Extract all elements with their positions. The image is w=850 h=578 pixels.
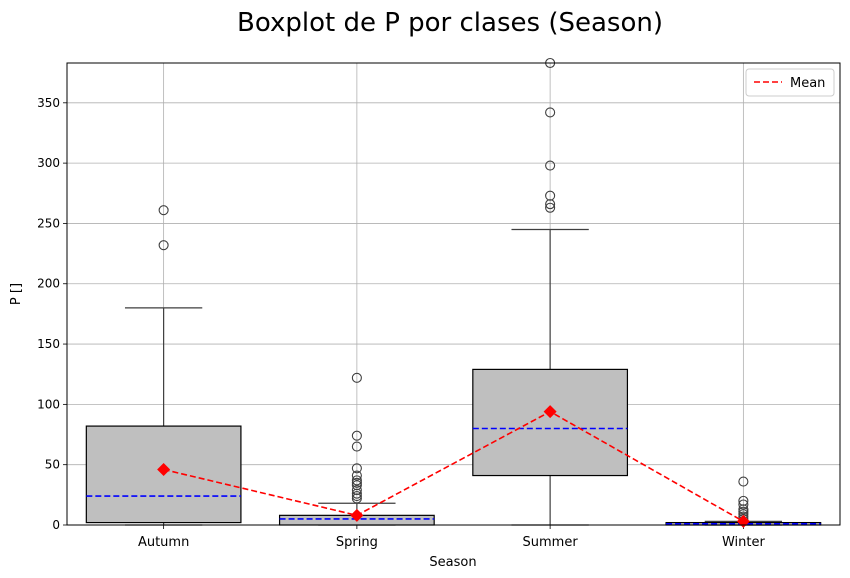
box-summer (472, 368, 629, 477)
x-tick-label: Winter (722, 535, 766, 550)
axes-frame (66, 62, 841, 526)
outlier-point (351, 490, 362, 502)
outlier-point (351, 470, 362, 481)
y-tick-label: 50 (45, 458, 60, 472)
mean-line (163, 410, 744, 523)
x-tick-label: Autumn (138, 535, 189, 550)
outlier-point (351, 463, 362, 474)
outlier-point (351, 441, 362, 452)
mean-marker (543, 405, 557, 419)
legend-mean-label: Mean (790, 76, 825, 91)
y-tick-label: 250 (37, 216, 60, 230)
y-tick-label: 350 (37, 96, 60, 110)
legend-box (745, 68, 835, 97)
x-tick-label: Summer (523, 535, 579, 550)
chart-title: Boxplot de P por clases (Season) (237, 8, 663, 38)
outlier-point (738, 476, 749, 487)
outlier-point (158, 240, 169, 251)
outlier-point (351, 475, 362, 486)
outlier-point (351, 484, 362, 496)
outlier-point (351, 477, 362, 488)
outlier-point (351, 372, 362, 383)
outlier-point (158, 205, 169, 216)
outlier-point (351, 488, 362, 499)
outlier-point (351, 430, 362, 441)
x-axis-label: Season (429, 555, 476, 570)
mean-marker (157, 463, 171, 477)
outlier-point (545, 107, 556, 118)
y-tick-label: 150 (37, 337, 60, 351)
x-tick-label: Spring (336, 535, 378, 550)
mean-marker (350, 508, 364, 522)
legend: Mean (745, 68, 835, 97)
outlier-point (738, 504, 749, 515)
y-tick-label: 200 (37, 277, 60, 291)
outlier-point (351, 493, 362, 504)
outlier-point (738, 499, 749, 510)
outlier-point (545, 199, 556, 210)
outlier-point (545, 160, 556, 171)
outlier-point (545, 202, 556, 213)
y-tick-label: 100 (37, 397, 60, 411)
y-axis-label: P [] (9, 283, 24, 305)
plot-area: 0 50 100 150 200 250 300 350 Autumn Spring Summer W… (37, 57, 841, 550)
y-tick-label: 0 (52, 518, 60, 532)
outlier-point (351, 480, 362, 491)
outlier-point (545, 190, 556, 201)
outlier-point (738, 495, 749, 506)
y-tick-label: 300 (37, 156, 60, 170)
